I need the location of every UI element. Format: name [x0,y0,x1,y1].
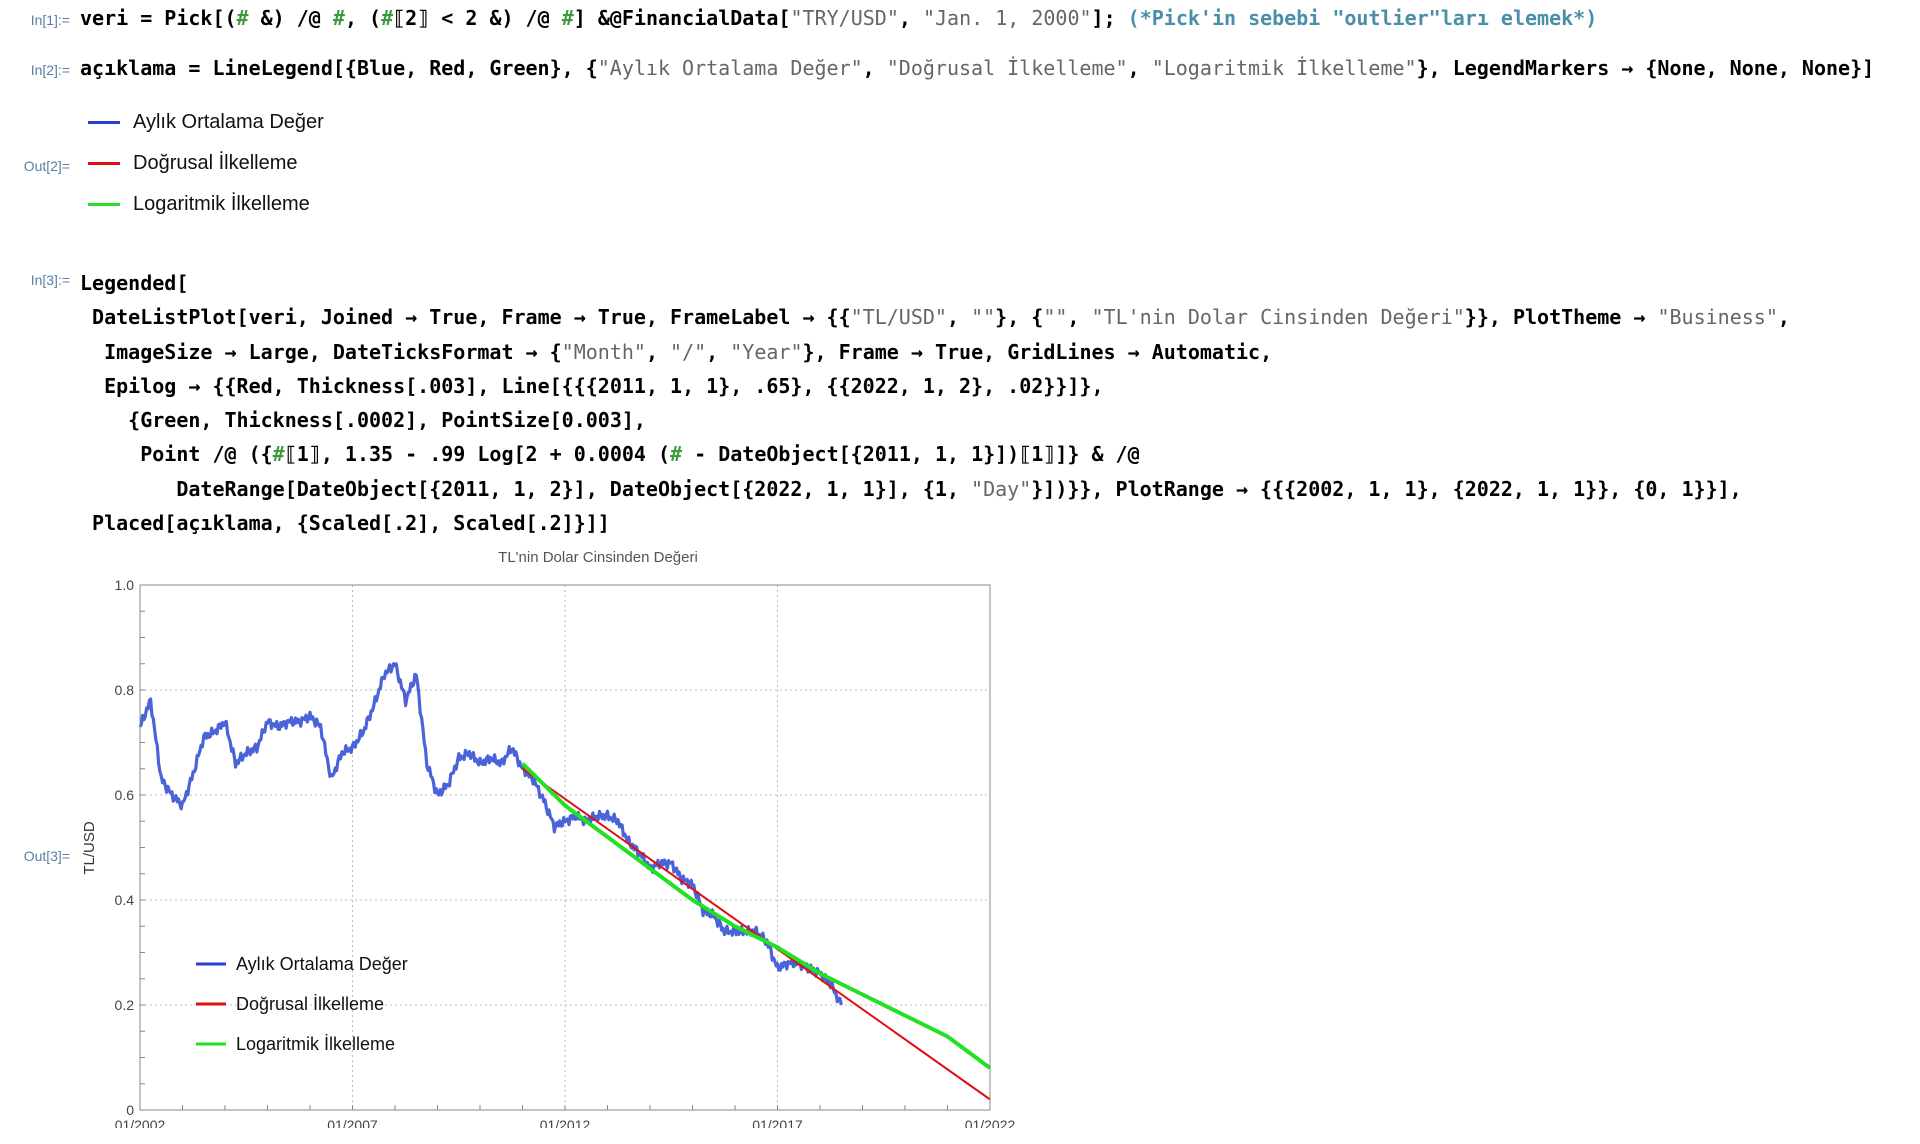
y-tick-label: 1.0 [115,577,135,593]
slot-token: # [332,6,345,30]
cell-label-out2: Out[2]= [23,158,70,174]
string-token: "Month" [561,339,646,364]
date-list-plot: TL'nin Dolar Cinsinden Değeri TL/USD 01/… [81,549,1016,1128]
y-tick-label: 0 [126,1102,134,1118]
code-token: Placed[açıklama, {Scaled[.2], Scaled[.2]… [92,511,610,536]
code-token: Legended[ [80,271,189,295]
code-token: ⟦1⟧, 1.35 - .99 Log[2 + 0.0004 ( [284,442,671,467]
code-token: , [1127,56,1152,80]
legend-label: Aylık Ortalama Değer [133,110,324,133]
code-token: , [1067,305,1092,330]
code-token: ImageSize → Large, DateTicksFormat → { [104,339,562,364]
code-token: }, LegendMarkers → {None, None, None}] [1416,56,1875,80]
code-token: Epilog → {{Red, Thickness[.003], Line[{{… [104,373,1104,398]
string-token: "" [1043,305,1068,330]
legend-line-green [88,202,120,206]
grid-lines [140,585,990,1110]
string-token: "/" [670,339,707,364]
series-group [138,662,992,1101]
legend-line-blue [88,120,120,124]
code-token: }])}}, PlotRange → {{{2002, 1, 1}, {2022… [1031,476,1742,501]
code-token: }, { [995,305,1044,330]
string-token: "TRY/USD" [790,6,899,30]
slot-token: # [236,6,249,30]
string-token: "Business" [1657,305,1778,330]
string-token: "Day" [971,476,1032,501]
y-tick-label: 0.2 [115,997,135,1013]
code-token: , [706,339,731,364]
string-token: "Logaritmik İlkelleme" [1151,56,1417,80]
code-input-1[interactable]: veri = Pick[(# &) /@ #, (#⟦2⟧ < 2 &) /@ … [80,6,1597,30]
code-token: , ( [344,6,382,30]
code-token: , [862,56,887,80]
legend-label: Logaritmik İlkelleme [236,1034,395,1054]
code-token: {Green, Thickness[.0002], PointSize[0.00… [128,408,646,433]
x-tick-label: 01/2022 [965,1117,1016,1128]
string-token: "Year" [730,339,803,364]
comment-token: (*Pick'in sebebi "outlier"ları elemek*) [1127,6,1598,30]
x-tick-label: 01/2002 [115,1117,166,1128]
y-tick-label: 0.6 [115,787,135,803]
code-token: Point /@ ({ [140,442,273,467]
string-token: "TL/USD" [850,305,947,330]
cell-label-in3: In[3]:= [30,272,70,288]
y-axis-label: TL/USD [81,821,98,875]
string-token: "TL'nin Dolar Cinsinden Değeri" [1091,305,1465,330]
plot-frame [139,584,991,1111]
code-input-3[interactable]: Legended[ DateListPlot[veri, Joined → Tr… [80,266,1790,540]
code-input-2[interactable]: açıklama = LineLegend[{Blue, Red, Green}… [80,56,1874,80]
slot-token: # [272,442,285,467]
code-token: , [946,305,972,330]
string-token: "Jan. 1, 2000" [922,6,1092,30]
code-token: DateListPlot[veri, Joined → True, Frame … [92,305,851,330]
cell-label-in2: In[2]:= [30,62,70,78]
legend-line-red [88,161,120,165]
legend-item: Doğrusal İlkelleme [88,149,298,177]
code-token: DateRange[DateObject[{2011, 1, 2}], Date… [176,476,972,501]
x-tick-label: 01/2007 [327,1117,378,1128]
legend-label: Aylık Ortalama Değer [236,954,408,974]
code-token: ⟦2⟧ < 2 &) /@ [393,6,562,30]
x-tick-label: 01/2017 [752,1117,803,1128]
legend-label: Logaritmik İlkelleme [133,192,310,215]
cell-label-out3: Out[3]= [23,848,70,864]
cell-label-in1: In[1]:= [30,12,70,28]
code-token: , [1777,305,1790,330]
axis-ticks: 01/2002 01/2007 01/2012 01/2017 01/2022 0 0.2 0… [115,577,1016,1128]
code-token: }}, PlotTheme → [1464,305,1658,330]
code-token: }, Frame → True, GridLines → Automatic, [802,339,1273,364]
series-line [138,662,843,1006]
x-tick-label: 01/2012 [540,1117,591,1128]
slot-token: # [561,6,574,30]
y-tick-label: 0.4 [115,892,135,908]
y-tick-label: 0.8 [115,682,135,698]
series-line [521,767,991,1101]
legend-item: Aylık Ortalama Değer [88,108,324,136]
legend-label: Doğrusal İlkelleme [236,994,384,1014]
string-token: "Aylık Ortalama Değer" [597,56,863,80]
code-token: ] &@FinancialData[ [573,6,791,30]
code-token: , [645,339,671,364]
series-line [521,762,992,1070]
chart-title: TL'nin Dolar Cinsinden Değeri [498,549,698,566]
code-token: , [898,6,923,30]
code-token: açıklama = LineLegend[{Blue, Red, Green}… [80,56,598,80]
chart-legend: Aylık Ortalama Değer Doğrusal İlkelleme Lo… [196,954,408,1054]
code-token: veri = Pick[( [80,6,237,30]
legend-item: Logaritmik İlkelleme [88,190,310,218]
code-token: - DateObject[{2011, 1, 1}])⟦1⟧]} & /@ [682,442,1140,467]
legend-label: Doğrusal İlkelleme [133,151,298,174]
slot-token: # [381,6,394,30]
code-token: ]; [1091,6,1128,30]
string-token: "" [971,305,996,330]
slot-token: # [670,442,683,467]
string-token: "Doğrusal İlkelleme" [886,56,1128,80]
code-token: &) /@ [248,6,333,30]
